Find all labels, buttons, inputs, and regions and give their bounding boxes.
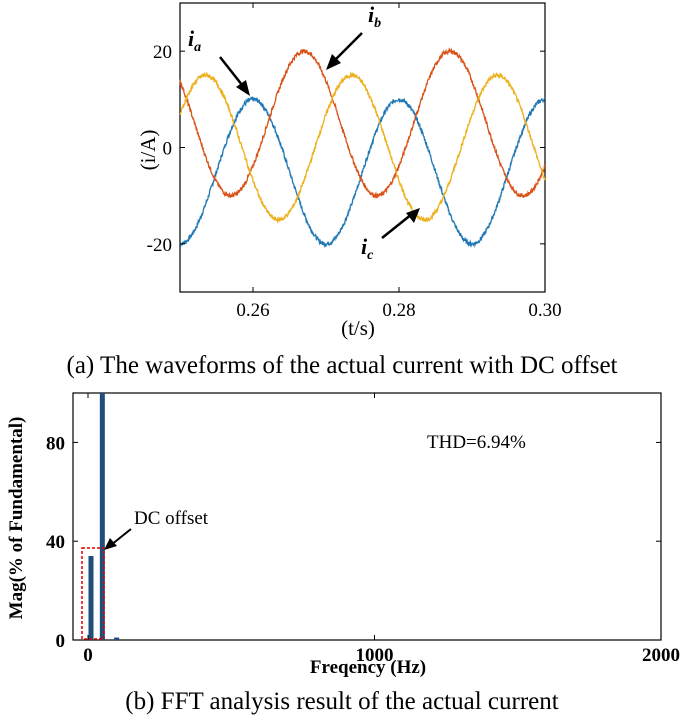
y-tick-label-b: 80 bbox=[46, 433, 65, 454]
plot-a-frame bbox=[179, 2, 546, 293]
x-tick-label-a: 0.26 bbox=[236, 300, 269, 321]
caption-b: (b) FFT analysis result of the actual cu… bbox=[125, 688, 559, 715]
y-tick-label-a: 0 bbox=[163, 139, 173, 160]
fft-bar bbox=[114, 637, 120, 640]
arrowhead-ic bbox=[406, 208, 420, 223]
axis-a-ticks bbox=[180, 3, 546, 292]
axis-b-ticks bbox=[73, 393, 662, 641]
waveform-series-group bbox=[179, 47, 546, 249]
y-axis-label-a: (i/A) bbox=[136, 130, 160, 171]
x-tick-label-b: 2000 bbox=[642, 645, 680, 666]
x-axis-label-b: Freqency (Hz) bbox=[310, 657, 426, 678]
fft-bars-group bbox=[88, 393, 120, 640]
annotation-ib: ib bbox=[326, 2, 381, 70]
annotation-ia: ia bbox=[188, 26, 250, 96]
dc-offset-label: DC offset bbox=[134, 508, 209, 529]
plot-b-frame bbox=[72, 392, 662, 641]
y-tick-label-a: 20 bbox=[153, 42, 172, 63]
fft-bar bbox=[88, 556, 94, 640]
y-tick-label-a: -20 bbox=[147, 235, 172, 256]
series-line-ic bbox=[179, 71, 546, 224]
panel-b: 0 1000 2000 0 40 80 Mag(% of Fundamental) Fre… bbox=[6, 392, 680, 715]
series-line-ib bbox=[179, 47, 546, 199]
dc-offset-highlight-box bbox=[81, 547, 105, 640]
dc-offset-arrow bbox=[110, 528, 132, 546]
caption-a: (a) The waveforms of the actual current … bbox=[67, 352, 618, 379]
dc-offset-arrowhead bbox=[104, 538, 117, 550]
x-axis-label-a: (t/s) bbox=[341, 316, 375, 340]
axis-a-tick-labels: 0.26 0.28 0.30 -20 0 20 bbox=[147, 42, 562, 321]
x-tick-label-b: 0 bbox=[83, 645, 93, 666]
y-tick-label-b: 0 bbox=[56, 631, 66, 652]
label-ia: ia bbox=[188, 26, 201, 55]
series-line-ia bbox=[179, 95, 546, 249]
x-tick-label-a: 0.30 bbox=[528, 300, 561, 321]
arrowhead-ib bbox=[326, 54, 341, 70]
label-ic: ic bbox=[361, 234, 374, 263]
x-tick-label-a: 0.28 bbox=[382, 300, 415, 321]
dc-offset-annotation: DC offset bbox=[81, 508, 209, 640]
thd-annotation: THD=6.94% bbox=[427, 432, 526, 453]
fft-bar bbox=[99, 393, 105, 640]
arrow-ib bbox=[331, 32, 363, 64]
y-axis-label-b: Mag(% of Fundamental) bbox=[6, 417, 27, 620]
label-ib: ib bbox=[368, 2, 381, 31]
axis-b-tick-labels: 0 1000 2000 0 40 80 bbox=[46, 433, 680, 666]
y-tick-label-b: 40 bbox=[46, 532, 65, 553]
x-tick-label-b: 1000 bbox=[356, 645, 394, 666]
arrowhead-ia bbox=[236, 80, 250, 96]
arrow-ic bbox=[381, 213, 413, 239]
annotation-ic: ic bbox=[361, 208, 420, 263]
